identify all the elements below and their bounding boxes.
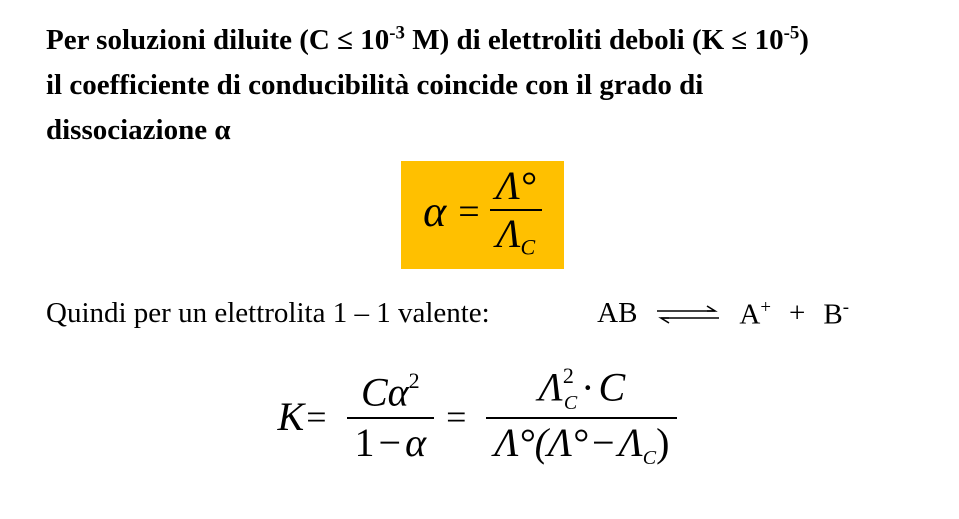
k1-alpha: α — [388, 370, 409, 415]
a-letter: A — [739, 298, 760, 330]
k-frac2-den: Λ°(Λ°−ΛC) — [486, 421, 677, 470]
alpha-frac-num: Λ° — [490, 165, 542, 207]
k1-C: C — [361, 370, 388, 415]
line2: il coefficiente di conducibilità coincid… — [46, 69, 703, 101]
k2-den-l1: Λ°(Λ° — [494, 420, 588, 465]
k-frac-1: Cα2 1−α — [347, 368, 435, 465]
k-frac-2: Λ2C·C Λ°(Λ°−ΛC) — [486, 363, 677, 470]
b-charge: - — [843, 297, 849, 318]
line1-part-b: M) di elettroliti deboli (K ≤ 10 — [405, 24, 784, 56]
alpha-frac-den: ΛC — [490, 213, 541, 259]
k2-den-close: ) — [656, 420, 669, 465]
reaction-label: Quindi per un elettrolita 1 – 1 valente: — [46, 297, 490, 330]
line3: dissociazione α — [46, 114, 231, 146]
equals-3: = — [444, 396, 476, 438]
k2-sub: C — [564, 392, 577, 414]
k2-lam: Λ — [539, 365, 563, 410]
equilibrium-arrows-icon — [655, 303, 721, 325]
line1-part-a: Per soluzioni diluite (C ≤ 10 — [46, 24, 389, 56]
species-b-minus: B- — [823, 297, 849, 332]
k1-pow2: 2 — [409, 368, 420, 393]
k2-C: C — [599, 365, 626, 410]
alpha-den-sub: C — [521, 235, 536, 260]
alpha-formula-row: α = Λ° ΛC — [46, 161, 919, 269]
alpha-symbol: α — [423, 186, 456, 237]
alpha-formula-box: α = Λ° ΛC — [401, 161, 564, 269]
paragraph: Per soluzioni diluite (C ≤ 10-3 M) di el… — [46, 18, 919, 153]
k2-pow2: 2 — [563, 363, 574, 388]
k2-dot: · — [577, 365, 598, 410]
b-letter: B — [823, 298, 842, 330]
a-charge: + — [760, 297, 771, 318]
equals-2: = — [304, 396, 336, 438]
page: Per soluzioni diluite (C ≤ 10-3 M) di el… — [0, 0, 959, 519]
species-ab: AB — [597, 297, 637, 330]
line1-exp1: -3 — [389, 22, 405, 43]
plus-sign: + — [789, 297, 805, 330]
k1-one: 1 — [355, 420, 375, 465]
alpha-fraction: Λ° ΛC — [490, 165, 542, 259]
k-formula: K = Cα2 1−α = Λ2C·C Λ°(Λ°−ΛC) — [46, 363, 919, 470]
k2-den-sub: C — [643, 447, 656, 469]
k-frac1-den: 1−α — [347, 421, 435, 465]
species-a-plus: A+ — [739, 297, 771, 332]
k-frac2-bar — [486, 417, 677, 419]
line1-exp2: -5 — [784, 22, 800, 43]
alpha-den-lambda: Λ — [496, 211, 520, 256]
reaction-line: Quindi per un elettrolita 1 – 1 valente:… — [46, 297, 919, 332]
k1-minus: − — [375, 420, 406, 465]
k-frac1-num: Cα2 — [353, 368, 428, 415]
reaction: AB A+ + B- — [597, 297, 849, 332]
k-symbol: K — [278, 393, 305, 440]
k2-den-l2: Λ — [619, 420, 643, 465]
k2-den-minus: − — [588, 420, 619, 465]
k-frac1-bar — [347, 417, 435, 419]
k-frac2-num: Λ2C·C — [531, 363, 634, 415]
equals-1: = — [456, 190, 489, 234]
k1-alpha2: α — [405, 420, 426, 465]
line1-part-c: ) — [799, 24, 809, 56]
